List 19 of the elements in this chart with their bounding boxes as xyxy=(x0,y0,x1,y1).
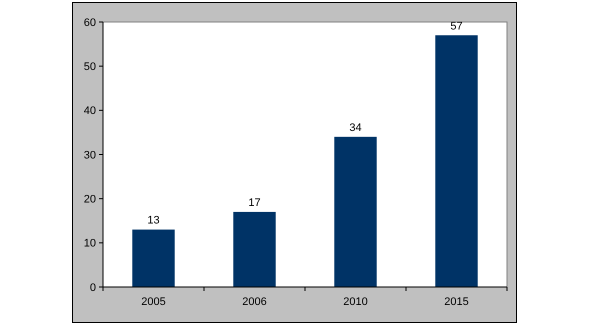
x-tick-label: 2010 xyxy=(343,296,368,308)
y-tick-label: 60 xyxy=(84,16,96,29)
y-tick-label: 30 xyxy=(84,149,96,162)
y-tick-label: 40 xyxy=(84,105,96,118)
x-tick-label: 2015 xyxy=(444,296,469,308)
x-tick-label: 2005 xyxy=(141,296,166,308)
data-label: 17 xyxy=(248,196,261,209)
bar xyxy=(132,230,175,287)
bar xyxy=(334,136,377,287)
x-tick-label: 2006 xyxy=(242,296,267,308)
y-tick-label: 10 xyxy=(84,238,96,250)
data-label: 57 xyxy=(450,20,463,32)
bar xyxy=(435,35,478,287)
data-label: 13 xyxy=(147,214,160,227)
bar xyxy=(233,212,276,287)
y-tick-label: 20 xyxy=(84,194,96,206)
y-tick-label: 50 xyxy=(84,61,96,74)
data-label: 34 xyxy=(349,122,362,134)
y-tick-label: 0 xyxy=(90,282,96,294)
